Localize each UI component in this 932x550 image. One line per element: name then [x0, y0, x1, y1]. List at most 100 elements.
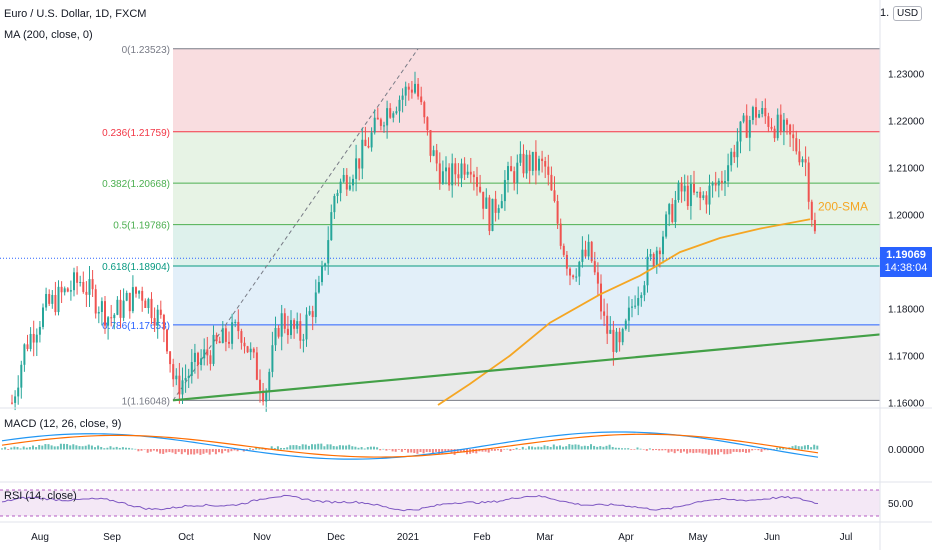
macd-histogram-bar [757, 449, 760, 451]
candle-body [104, 301, 106, 326]
macd-histogram-bar [655, 449, 658, 451]
macd-histogram-bar [726, 449, 729, 455]
candle-body [776, 114, 779, 139]
macd-histogram-bar [214, 449, 217, 455]
candle-body [26, 344, 29, 349]
macd-histogram-bar [292, 445, 295, 450]
candle-body [215, 334, 218, 342]
macd-histogram-bar [1, 448, 3, 450]
candle-body [699, 191, 702, 198]
ma-indicator-label[interactable]: MA (200, close, 0) [4, 29, 93, 41]
candle-body [782, 119, 785, 132]
candle-body [643, 285, 646, 296]
macd-histogram-bar [66, 444, 69, 450]
candle-body [544, 161, 547, 167]
symbol-title[interactable]: Euro / U.S. Dollar, 1D, FXCM [4, 8, 147, 20]
macd-histogram-bar [509, 449, 512, 451]
macd-histogram-bar [363, 448, 366, 450]
rsi-indicator-label[interactable]: RSI (14, close) [4, 490, 77, 502]
time-axis-label: 2021 [397, 532, 420, 543]
macd-histogram-bar [431, 449, 434, 453]
candle-body [674, 199, 677, 222]
fib-level-label: 0(1.23523) [122, 45, 170, 56]
fib-level-label: 1(1.16048) [122, 396, 170, 407]
macd-histogram-bar [311, 444, 313, 450]
candle-body [531, 151, 534, 171]
candle-body [330, 212, 333, 241]
candle-body [702, 195, 705, 198]
macd-histogram-bar [286, 447, 289, 450]
macd-histogram-bar [183, 449, 186, 453]
macd-histogram-bar [342, 445, 344, 450]
currency-badge[interactable]: USD [893, 6, 923, 21]
macd-histogram-bar [422, 449, 425, 454]
candle-body [48, 293, 51, 304]
candle-body [262, 390, 265, 402]
candle-body [786, 119, 788, 125]
candle-body [479, 186, 482, 192]
macd-histogram-bar [447, 449, 450, 453]
candle-body [528, 154, 531, 171]
candle-body [516, 162, 519, 184]
fib-level-label: 0.236(1.21759) [102, 128, 170, 139]
macd-histogram-bar [760, 449, 763, 452]
macd-histogram-bar [140, 449, 143, 451]
candle-body [764, 108, 767, 117]
candle-body [255, 352, 258, 380]
macd-histogram-bar [534, 447, 537, 450]
candle-body [379, 119, 382, 126]
macd-histogram-bar [487, 449, 490, 453]
price-tick-label: 1.17000 [888, 352, 925, 363]
macd-histogram-bar [552, 444, 555, 450]
macd-histogram-bar [484, 449, 487, 452]
macd-histogram-bar [444, 449, 447, 453]
candle-body [60, 286, 63, 293]
macd-histogram-bar [149, 449, 152, 452]
macd-histogram-bar [555, 446, 558, 450]
candle-body [761, 108, 764, 114]
macd-histogram-bar [50, 445, 53, 450]
time-axis-label: Sep [103, 532, 121, 543]
macd-histogram-bar [388, 449, 391, 450]
candle-body [494, 198, 497, 213]
candle-body [317, 282, 320, 293]
axis-prefix-label: 1. [880, 7, 890, 19]
macd-histogram-bar [816, 445, 819, 450]
macd-histogram-bar [159, 449, 162, 454]
candle-body [156, 309, 159, 326]
time-axis-label: Jun [764, 532, 780, 543]
macd-histogram-bar [701, 449, 704, 454]
macd-histogram-bar [493, 449, 496, 451]
macd-histogram-bar [208, 449, 211, 455]
candle-body [327, 240, 330, 264]
candle-body [212, 334, 215, 364]
candle-body [612, 329, 615, 352]
candle-body [113, 314, 116, 319]
macd-histogram-bar [7, 449, 10, 450]
candle-body [280, 313, 283, 337]
macd-histogram-bar [298, 445, 301, 450]
macd-histogram-bar [270, 446, 273, 450]
macd-histogram-bar [320, 443, 323, 450]
candle-body [727, 165, 730, 182]
candle-body [166, 329, 168, 352]
macd-histogram-bar [407, 449, 410, 453]
macd-histogram-bar [280, 447, 282, 450]
macd-histogram-bar [369, 446, 372, 450]
macd-histogram-bar [187, 449, 189, 455]
macd-histogram-bar [134, 448, 137, 450]
candle-body [590, 241, 593, 262]
macd-histogram-bar [459, 449, 462, 453]
macd-histogram-bar [670, 449, 673, 452]
candle-body [218, 341, 221, 343]
candle-body [51, 294, 54, 304]
candle-body [265, 391, 268, 402]
macd-indicator-label[interactable]: MACD (12, 26, close, 9) [4, 418, 122, 430]
macd-histogram-bar [205, 449, 208, 453]
candle-body [339, 181, 342, 194]
macd-histogram-bar [617, 447, 620, 450]
candle-body [689, 183, 692, 206]
candle-body [538, 158, 540, 171]
current-price-label: 1.19069 [886, 249, 926, 261]
